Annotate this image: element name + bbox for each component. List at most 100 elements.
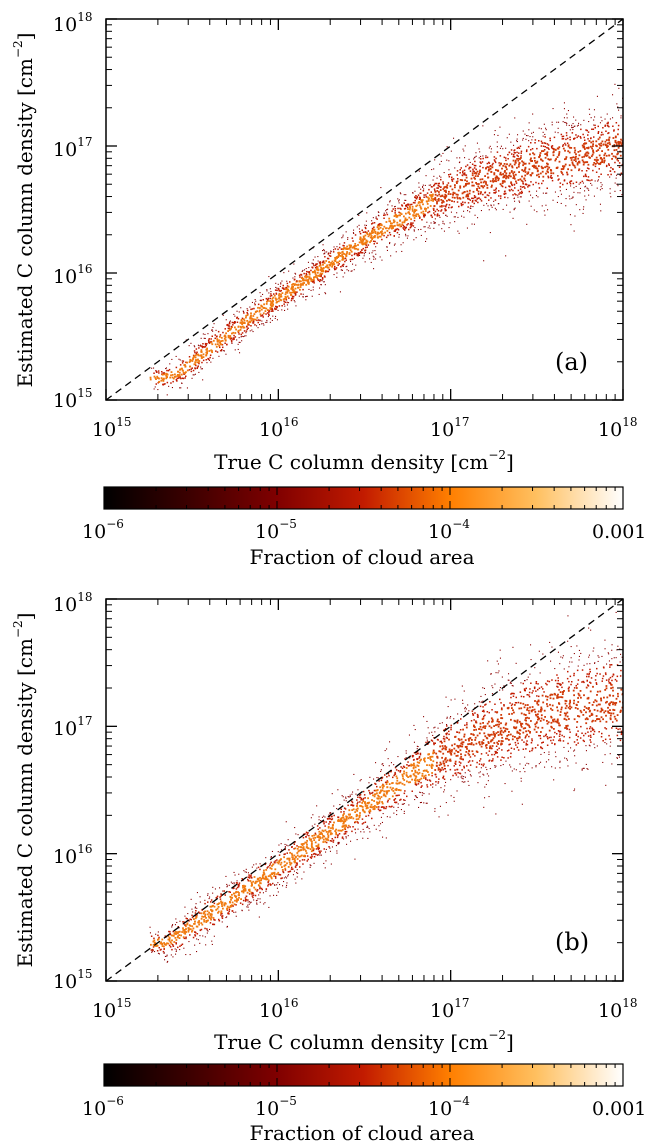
data-point (315, 274, 318, 277)
data-point (348, 252, 351, 254)
data-point (487, 169, 490, 172)
data-point (310, 865, 312, 867)
data-point (570, 706, 573, 709)
data-point (421, 200, 423, 203)
data-point (613, 709, 616, 711)
data-point (257, 319, 260, 321)
data-point (571, 197, 573, 199)
data-point (480, 185, 483, 187)
data-point (588, 744, 590, 746)
data-point (601, 140, 604, 143)
data-point (373, 222, 376, 224)
data-point (305, 299, 307, 301)
data-point (425, 200, 428, 203)
data-point (581, 156, 584, 159)
data-point (296, 872, 298, 874)
data-point (462, 741, 465, 744)
data-point (479, 169, 481, 172)
data-point (370, 232, 372, 235)
data-point (456, 197, 459, 200)
data-point (405, 771, 408, 774)
data-point (345, 259, 347, 261)
data-point (269, 300, 271, 302)
data-point (610, 684, 613, 686)
data-point (494, 160, 496, 162)
data-point (572, 164, 575, 166)
data-point (362, 231, 365, 233)
data-point (562, 740, 565, 742)
data-point (502, 176, 505, 179)
data-point (318, 836, 320, 839)
data-point (551, 709, 554, 711)
data-point (486, 194, 489, 196)
density-points-b (149, 611, 623, 963)
data-point (390, 770, 392, 773)
data-point (198, 360, 201, 362)
data-point (182, 360, 185, 362)
data-point (219, 334, 222, 336)
data-point (152, 946, 155, 948)
data-point (472, 190, 475, 193)
data-point (495, 752, 497, 754)
data-point (598, 162, 600, 165)
data-point (442, 775, 445, 778)
data-point (500, 702, 502, 704)
data-point (568, 151, 571, 154)
data-point (528, 695, 531, 698)
data-point (381, 821, 383, 823)
data-point (188, 941, 190, 943)
data-point (270, 293, 272, 295)
data-point (548, 736, 550, 739)
data-point (192, 374, 194, 376)
data-point (562, 655, 564, 657)
data-point (542, 701, 545, 704)
data-point (603, 161, 605, 164)
data-point (592, 169, 594, 172)
data-point (616, 158, 619, 161)
data-point (548, 158, 551, 161)
data-point (397, 198, 399, 200)
data-point (312, 853, 315, 855)
data-point (581, 768, 583, 770)
data-point (416, 745, 418, 747)
data-point (379, 797, 381, 800)
data-point (408, 213, 411, 215)
data-point (560, 168, 563, 170)
data-point (321, 829, 324, 832)
data-point (170, 954, 172, 956)
data-point (206, 343, 208, 345)
data-point (364, 234, 367, 237)
data-point (315, 845, 318, 847)
data-point (480, 155, 482, 157)
data-point (313, 856, 316, 858)
data-point (153, 375, 156, 378)
data-point (253, 307, 255, 310)
data-point (540, 128, 542, 130)
data-point (356, 803, 358, 805)
data-point (241, 322, 243, 325)
data-point (442, 201, 445, 203)
data-point (417, 202, 420, 204)
data-point (270, 856, 272, 858)
data-point (541, 170, 544, 173)
data-point (171, 387, 173, 389)
data-point (560, 170, 563, 173)
data-point (349, 796, 351, 798)
data-point (589, 727, 591, 730)
data-point (484, 192, 486, 194)
data-point (600, 736, 603, 738)
data-point (459, 185, 462, 188)
data-point (223, 337, 226, 340)
data-point (322, 261, 324, 264)
data-point (615, 122, 618, 124)
data-point (210, 918, 212, 921)
data-point (392, 787, 394, 790)
data-point (346, 252, 348, 255)
data-point (566, 724, 569, 727)
data-point (197, 939, 199, 941)
data-point (302, 863, 304, 865)
data-point (391, 226, 393, 229)
data-point (419, 752, 422, 755)
data-point (431, 774, 433, 777)
